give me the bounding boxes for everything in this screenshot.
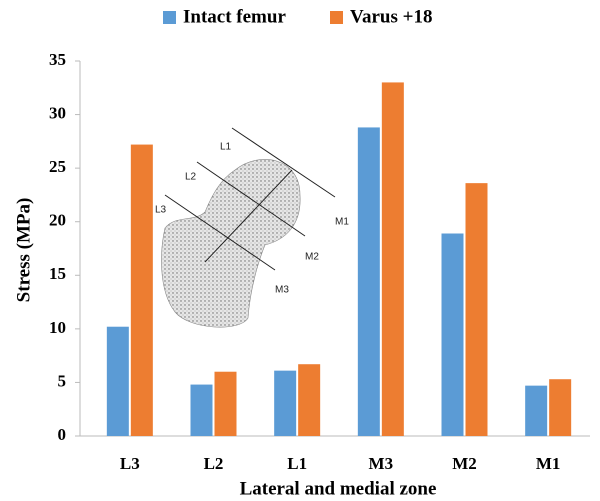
x-tick-label: L1 — [287, 454, 307, 473]
x-tick-label: L3 — [120, 454, 140, 473]
inset-label: L2 — [185, 172, 197, 183]
bar — [130, 144, 153, 437]
legend-label: Varus +18 — [350, 6, 432, 27]
y-tick-label: 30 — [49, 103, 66, 122]
y-tick-label: 5 — [58, 371, 67, 390]
bar — [525, 385, 548, 436]
y-tick-label: 10 — [49, 318, 66, 337]
x-tick-label: M2 — [452, 454, 477, 473]
legend-swatch — [163, 11, 176, 24]
inset-label: L1 — [220, 142, 232, 153]
bar — [357, 127, 380, 436]
y-tick-label: 15 — [49, 264, 66, 283]
bar — [549, 379, 572, 436]
x-tick-label: L2 — [204, 454, 224, 473]
y-tick-label: 35 — [49, 50, 66, 69]
inset-label: M1 — [335, 217, 349, 228]
bar — [381, 82, 404, 436]
bar — [274, 370, 297, 436]
bar — [465, 183, 488, 436]
y-tick-label: 0 — [58, 425, 67, 444]
inset-label: M3 — [275, 285, 289, 296]
y-axis-label: Stress (MPa) — [13, 198, 34, 303]
inset-label: M2 — [305, 252, 319, 263]
bar — [214, 371, 237, 436]
inset-label: L3 — [155, 205, 167, 216]
legend-label: Intact femur — [183, 6, 286, 27]
bar — [441, 233, 464, 436]
x-axis-label: Lateral and medial zone — [240, 478, 437, 499]
bar — [190, 384, 213, 436]
bar — [298, 364, 321, 436]
x-tick-label: M1 — [536, 454, 561, 473]
legend-swatch — [330, 11, 343, 24]
x-tick-label: M3 — [369, 454, 394, 473]
bar — [106, 326, 129, 436]
femur-inset — [161, 127, 336, 328]
y-tick-label: 25 — [49, 157, 66, 176]
y-tick-label: 20 — [49, 211, 66, 230]
